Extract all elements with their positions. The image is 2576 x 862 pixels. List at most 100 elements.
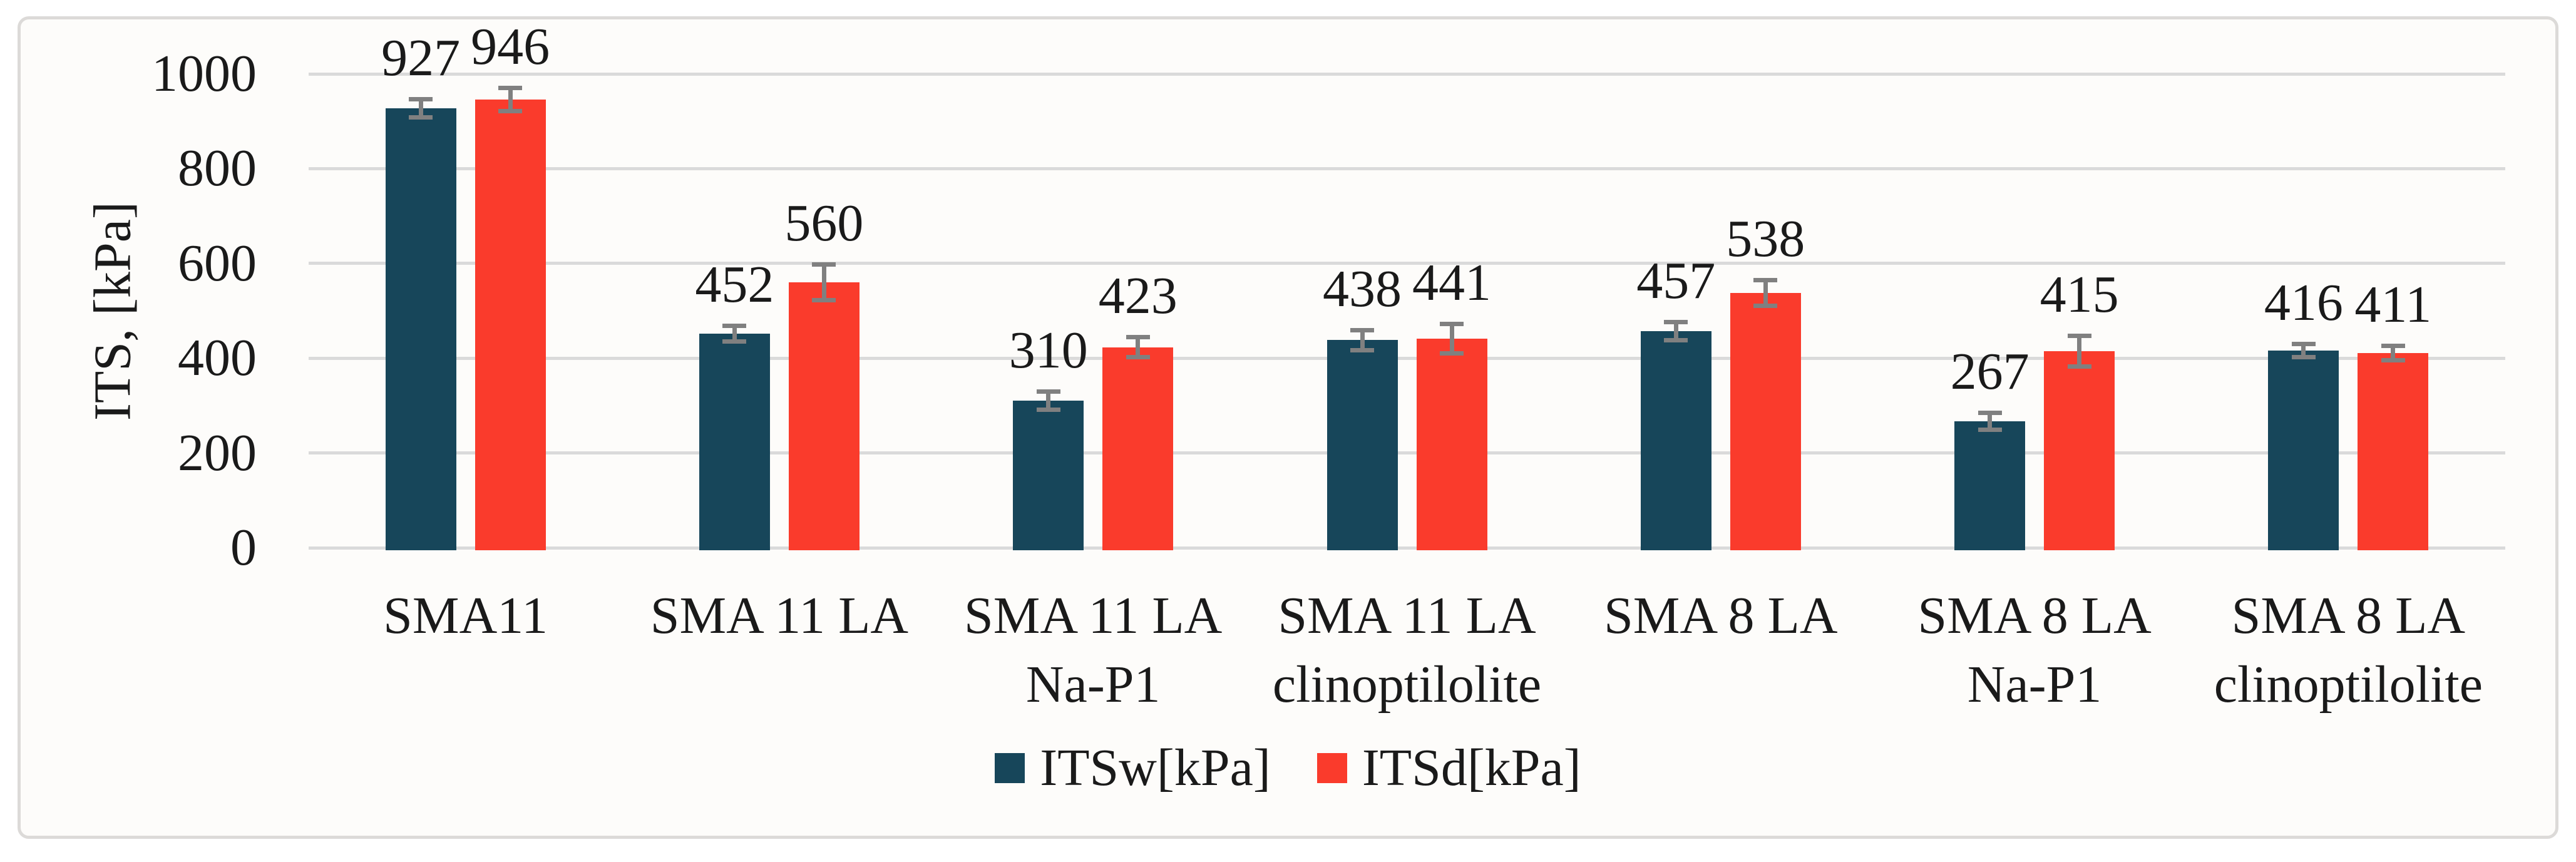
value-label: 438 bbox=[1323, 259, 1402, 318]
y-tick-label: 800 bbox=[178, 139, 257, 198]
bar-itsd bbox=[1102, 347, 1174, 550]
x-category-label: SMA 8 LA bbox=[1604, 587, 1838, 645]
value-label: 441 bbox=[1412, 253, 1491, 312]
error-bar-line bbox=[418, 99, 423, 118]
error-bar-line bbox=[732, 325, 737, 342]
bar-itsd bbox=[475, 99, 546, 550]
error-bar-cap-bottom bbox=[1440, 351, 1464, 356]
error-bar-cap-top bbox=[2291, 341, 2316, 346]
error-bar-cap-top bbox=[1440, 321, 1464, 326]
x-category-label: Na-P1 bbox=[1025, 655, 1161, 714]
x-category-label: clinoptilolite bbox=[2214, 655, 2483, 714]
error-bar-line bbox=[1136, 337, 1141, 358]
bar-itsw bbox=[1640, 331, 1711, 550]
error-bar-line bbox=[1763, 279, 1768, 306]
error-bar-cap-top bbox=[1350, 327, 1374, 332]
x-category-label: SMA 11 LA bbox=[964, 587, 1223, 645]
x-category-label: SMA 8 LA bbox=[2231, 587, 2466, 645]
error-bar-cap-bottom bbox=[409, 115, 433, 120]
error-bar-line bbox=[1046, 391, 1051, 411]
error-bar-line bbox=[1988, 413, 1993, 430]
legend: ITSw[kPa] ITSd[kPa] bbox=[0, 737, 2576, 798]
error-bar-line bbox=[2391, 345, 2396, 361]
error-bar-cap-top bbox=[722, 323, 747, 328]
error-bar-cap-top bbox=[498, 85, 523, 90]
error-bar-cap-top bbox=[1753, 277, 1778, 282]
error-bar-cap-top bbox=[812, 262, 836, 267]
error-bar-cap-bottom bbox=[812, 297, 836, 302]
error-bar-cap-top bbox=[1126, 335, 1150, 340]
bar-itsd bbox=[788, 282, 860, 550]
error-bar-cap-bottom bbox=[2067, 364, 2091, 369]
value-label: 415 bbox=[2040, 265, 2119, 324]
gridline-400 bbox=[309, 356, 2505, 360]
gridline-600 bbox=[309, 262, 2505, 265]
bar-itsw bbox=[385, 108, 456, 550]
value-label: 927 bbox=[381, 29, 461, 88]
value-label: 457 bbox=[1636, 251, 1716, 310]
error-bar-line bbox=[1673, 321, 1678, 341]
gridline-800 bbox=[309, 167, 2505, 170]
bar-itsd bbox=[1730, 292, 1801, 550]
error-bar-cap-bottom bbox=[2291, 355, 2316, 360]
error-bar-cap-bottom bbox=[1126, 355, 1150, 360]
bar-itsw bbox=[1013, 401, 1084, 550]
x-category-label: Na-P1 bbox=[1967, 655, 2102, 714]
error-bar-cap-bottom bbox=[1664, 338, 1688, 343]
x-category-label: SMA 11 LA bbox=[1278, 587, 1536, 645]
legend-item-itsd: ITSd[kPa] bbox=[1316, 737, 1581, 798]
error-bar-line bbox=[1449, 323, 1454, 354]
bar-itsd bbox=[1416, 339, 1487, 550]
bar-itsw bbox=[1326, 340, 1398, 550]
value-label: 538 bbox=[1726, 209, 1805, 268]
value-label: 560 bbox=[784, 194, 864, 253]
y-tick-label: 0 bbox=[230, 518, 257, 577]
error-bar-cap-top bbox=[1664, 319, 1688, 324]
error-bar-cap-top bbox=[409, 97, 433, 102]
value-label: 946 bbox=[471, 17, 550, 76]
error-bar-cap-bottom bbox=[1753, 303, 1778, 308]
gridline-0 bbox=[309, 546, 2505, 550]
error-bar-line bbox=[2301, 343, 2306, 358]
value-label: 452 bbox=[695, 255, 774, 314]
legend-item-itsw: ITSw[kPa] bbox=[995, 737, 1271, 798]
legend-swatch-itsd bbox=[1316, 752, 1347, 783]
y-tick-label: 200 bbox=[178, 423, 257, 482]
error-bar-line bbox=[1360, 329, 1365, 351]
error-bar-cap-top bbox=[2067, 333, 2091, 338]
bar-itsw bbox=[2268, 351, 2339, 550]
error-bar-line bbox=[2077, 335, 2082, 367]
error-bar-cap-bottom bbox=[1036, 408, 1060, 413]
x-category-label: SMA11 bbox=[383, 587, 548, 645]
error-bar-cap-top bbox=[2381, 343, 2405, 348]
value-label: 310 bbox=[1008, 321, 1088, 380]
error-bar-cap-bottom bbox=[2381, 357, 2405, 362]
error-bar-cap-bottom bbox=[722, 339, 747, 344]
x-category-label: SMA 8 LA bbox=[1917, 587, 2152, 645]
error-bar-line bbox=[821, 264, 826, 300]
y-tick-label: 1000 bbox=[151, 44, 257, 103]
error-bar-cap-bottom bbox=[1978, 427, 2002, 432]
gridline-200 bbox=[309, 451, 2505, 455]
legend-label: ITSw[kPa] bbox=[1040, 739, 1271, 797]
y-tick-label: 400 bbox=[178, 329, 257, 387]
bar-itsw bbox=[1954, 421, 2026, 550]
bar-itsw bbox=[699, 333, 770, 550]
error-bar-cap-bottom bbox=[498, 108, 523, 113]
error-bar-line bbox=[508, 87, 513, 111]
error-bar-cap-top bbox=[1978, 411, 2002, 416]
x-category-label: SMA 11 LA bbox=[650, 587, 909, 645]
value-label: 416 bbox=[2264, 273, 2343, 332]
value-label: 423 bbox=[1098, 267, 1178, 326]
legend-swatch-itsw bbox=[995, 752, 1025, 783]
error-bar-cap-top bbox=[1036, 389, 1060, 394]
gridline-1000 bbox=[309, 72, 2505, 76]
bar-itsd bbox=[2044, 351, 2115, 550]
x-category-label: clinoptilolite bbox=[1272, 655, 1542, 714]
bar-itsd bbox=[2358, 352, 2429, 550]
value-label: 267 bbox=[1950, 342, 2029, 401]
error-bar-cap-bottom bbox=[1350, 348, 1374, 353]
legend-label: ITSd[kPa] bbox=[1362, 739, 1581, 797]
value-label: 411 bbox=[2354, 275, 2432, 334]
